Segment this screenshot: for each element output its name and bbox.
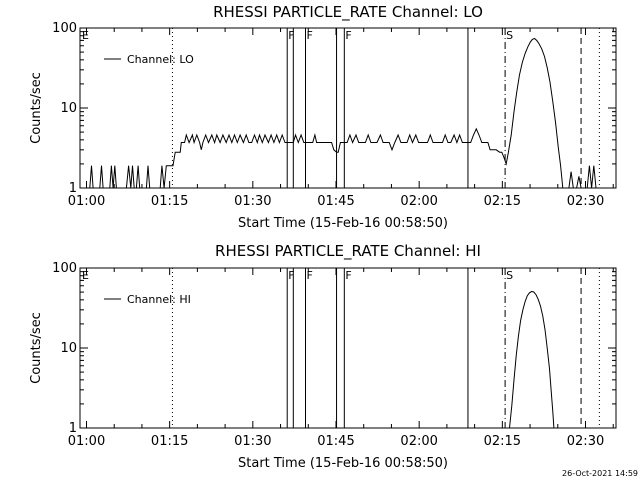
flag-label: F [345, 29, 351, 42]
x-tick-label: 01:30 [234, 434, 271, 449]
x-axis-label: Start Time (15-Feb-16 00:58:50) [238, 456, 448, 471]
x-tick-label: 01:00 [68, 194, 105, 209]
y-axis-label: Counts/sec [29, 312, 44, 384]
x-tick-label: 02:00 [400, 434, 437, 449]
x-tick-label: 01:15 [151, 194, 188, 209]
flag-label: F [345, 269, 351, 282]
x-tick-label: 01:00 [68, 434, 105, 449]
y-tick-label: 10 [60, 341, 77, 356]
y-tick-label: 10 [60, 101, 77, 116]
x-tick-label: 02:30 [567, 434, 604, 449]
flag-label: E [82, 269, 89, 282]
y-axis-label: Counts/sec [29, 72, 44, 144]
series-line-channel-hi [509, 290, 555, 429]
x-tick-label: 01:30 [234, 194, 271, 209]
chart-title: RHESSI PARTICLE_RATE Channel: HI [215, 242, 481, 261]
x-axis-label: Start Time (15-Feb-16 00:58:50) [238, 216, 448, 231]
x-tick-label: 02:30 [567, 194, 604, 209]
flag-label: F [307, 269, 313, 282]
flag-label: F [288, 29, 294, 42]
x-tick-label: 01:45 [317, 194, 354, 209]
legend-label: Channel: LO [127, 53, 194, 66]
plot-frame [79, 27, 617, 189]
flag-label: S [506, 29, 513, 42]
x-tick-label: 02:15 [484, 434, 521, 449]
x-tick-label: 02:15 [484, 194, 521, 209]
chart-title: RHESSI PARTICLE_RATE Channel: LO [213, 3, 483, 22]
chart-panel-1: RHESSI PARTICLE_RATE Channel: HI 01:00 01:… [29, 242, 617, 471]
y-tick-label: 1 [69, 421, 77, 436]
x-tick-label: 01:45 [317, 434, 354, 449]
x-tick-label: 02:00 [400, 194, 437, 209]
plot-frame [79, 267, 617, 429]
flag-label: S [506, 269, 513, 282]
y-tick-label: 1 [69, 181, 77, 196]
flag-label: F [307, 29, 313, 42]
y-tick-label: 100 [52, 261, 77, 276]
legend-label: Channel: HI [127, 293, 191, 306]
y-tick-label: 100 [52, 21, 77, 36]
flag-label: E [82, 29, 89, 42]
date-stamp: 26-Oct-2021 14:59 [562, 469, 638, 478]
chart-panel-0: RHESSI PARTICLE_RATE Channel: LO 01:00 01:… [29, 3, 617, 231]
flag-label: F [288, 269, 294, 282]
x-tick-label: 01:15 [151, 434, 188, 449]
series-line-channel-lo [89, 37, 600, 189]
